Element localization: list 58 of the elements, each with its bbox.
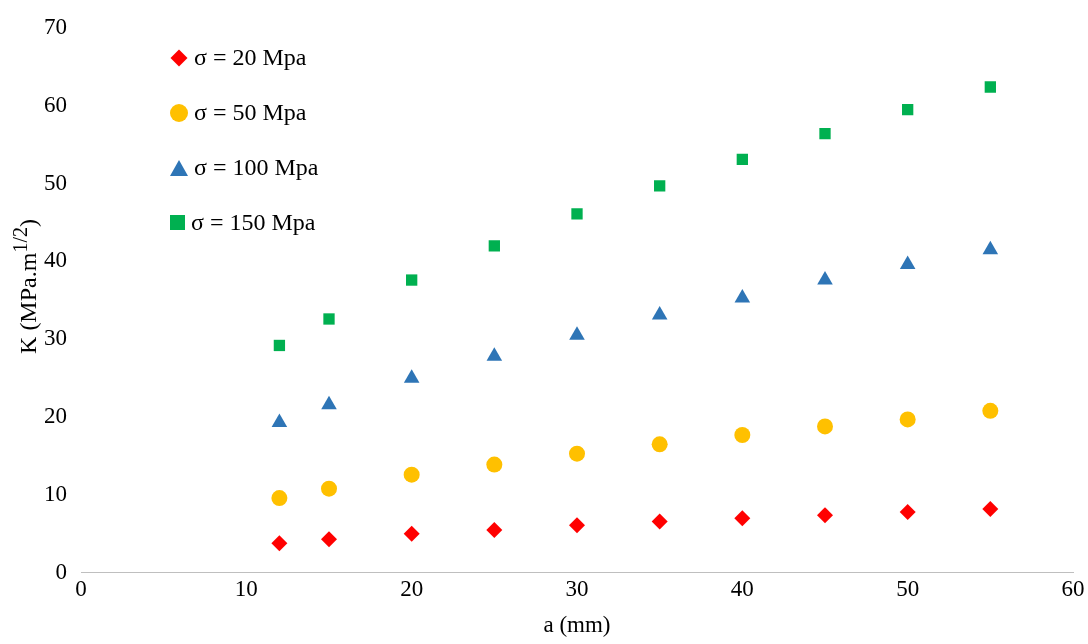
x-tick-label: 0 <box>75 575 87 601</box>
legend-label: σ = 100 Mpa <box>194 154 319 181</box>
point <box>819 128 831 140</box>
point <box>982 240 999 255</box>
y-tick-label: 20 <box>44 403 67 429</box>
legend-label: σ = 20 Mpa <box>194 44 307 71</box>
y-tick-label: 60 <box>44 91 67 117</box>
point <box>321 531 337 548</box>
point <box>651 306 668 320</box>
point <box>271 413 288 428</box>
y-tick-label: 30 <box>44 325 67 351</box>
point <box>734 426 751 443</box>
point <box>982 500 999 517</box>
point <box>651 436 668 453</box>
point <box>817 271 833 285</box>
point <box>817 507 833 524</box>
point <box>403 525 420 542</box>
x-tick-label: 50 <box>896 575 920 601</box>
point <box>486 347 503 361</box>
point <box>736 153 748 166</box>
point <box>571 208 583 220</box>
legend-label: σ = 150 Mpa <box>191 209 316 236</box>
point <box>323 313 335 325</box>
point <box>406 274 418 286</box>
point <box>486 456 503 473</box>
x-tick-label: 20 <box>400 575 424 601</box>
legend-label: σ = 50 Mpa <box>194 99 307 126</box>
point <box>403 466 420 483</box>
point <box>651 513 668 530</box>
point <box>271 490 288 507</box>
y-tick-label: 70 <box>44 13 67 39</box>
point <box>902 103 914 116</box>
y-tick-label: 10 <box>44 480 67 506</box>
point <box>734 510 751 527</box>
y-tick-label: 0 <box>55 558 67 584</box>
point <box>899 504 916 521</box>
point <box>488 240 500 252</box>
x-tick-label: 60 <box>1061 575 1085 601</box>
point <box>569 517 585 534</box>
y-tick-label: 40 <box>44 247 67 273</box>
point <box>321 480 337 497</box>
x-axis-title: a (mm) <box>543 612 611 638</box>
point <box>273 339 286 352</box>
point <box>486 521 503 538</box>
point <box>817 418 833 435</box>
point <box>982 402 999 419</box>
point <box>403 369 420 383</box>
x-tick-label: 40 <box>730 575 754 601</box>
point <box>899 411 916 428</box>
point <box>321 395 337 410</box>
x-tick-label: 10 <box>234 575 258 601</box>
point <box>271 535 288 552</box>
point <box>654 180 666 192</box>
x-tick-label: 30 <box>565 575 589 601</box>
point <box>984 81 996 93</box>
y-tick-label: 50 <box>44 169 67 195</box>
point <box>569 326 585 340</box>
point <box>569 445 585 462</box>
